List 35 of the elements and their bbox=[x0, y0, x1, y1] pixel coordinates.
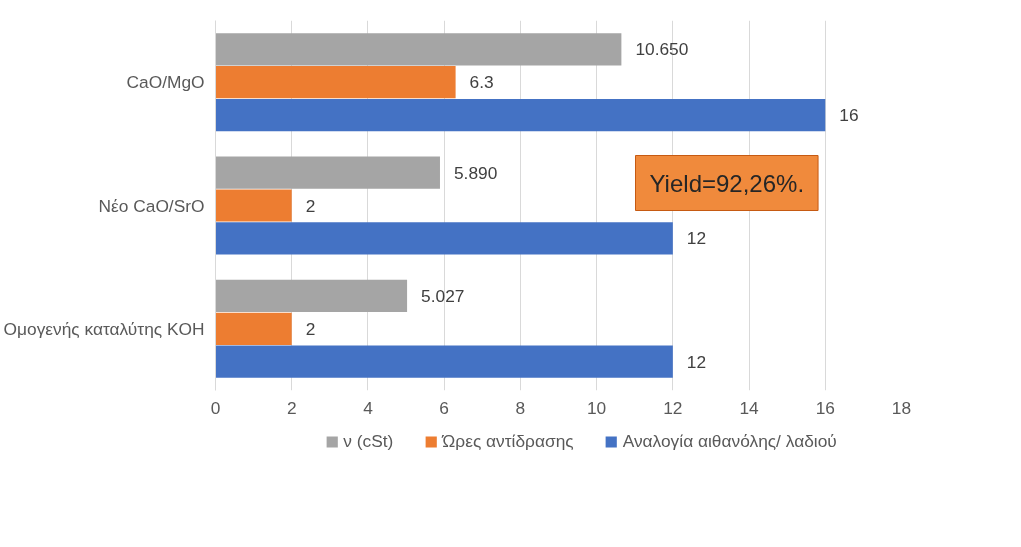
x-tick-label: 12 bbox=[663, 397, 683, 418]
bar bbox=[215, 66, 456, 99]
x-tick-label: 10 bbox=[586, 397, 607, 418]
data-label: 5.890 bbox=[453, 162, 498, 183]
legend-label: Ώρες αντίδρασης bbox=[442, 430, 574, 452]
x-tick-label: 2 bbox=[286, 397, 297, 418]
data-label: 12 bbox=[686, 351, 707, 372]
data-label: 2 bbox=[305, 195, 316, 216]
x-tick-label: 14 bbox=[739, 397, 760, 418]
bar bbox=[215, 189, 292, 222]
data-label: 2 bbox=[305, 318, 316, 339]
x-tick-label: 6 bbox=[439, 397, 449, 418]
y-tick-label: CaO/MgO bbox=[126, 72, 205, 93]
data-label: 12 bbox=[686, 228, 707, 249]
data-label: 5.027 bbox=[421, 285, 465, 306]
data-label: 16 bbox=[839, 105, 859, 126]
x-tick-label: 16 bbox=[815, 397, 835, 418]
legend-label: ν (cSt) bbox=[343, 430, 394, 452]
bar bbox=[215, 98, 826, 132]
annotation: Yield=92,26%. bbox=[649, 169, 805, 197]
bar bbox=[215, 279, 408, 313]
y-tick-label: Νέο CaO/SrO bbox=[98, 195, 205, 216]
x-tick-label: 0 bbox=[210, 397, 221, 418]
legend-label: Αναλογία αιθανόλης/ λαδιού bbox=[622, 430, 837, 452]
y-tick-label: Ομογενής καταλύτης KOH bbox=[3, 318, 205, 339]
x-tick-label: 18 bbox=[891, 397, 912, 418]
bar bbox=[215, 156, 440, 189]
bar bbox=[215, 312, 292, 345]
x-tick-label: 4 bbox=[363, 397, 374, 418]
x-tick-label: 8 bbox=[515, 397, 526, 418]
bar bbox=[215, 345, 673, 378]
data-label: 6.3 bbox=[469, 72, 494, 93]
bar bbox=[215, 33, 622, 66]
data-label: 10.650 bbox=[635, 39, 689, 60]
bar bbox=[215, 222, 673, 255]
